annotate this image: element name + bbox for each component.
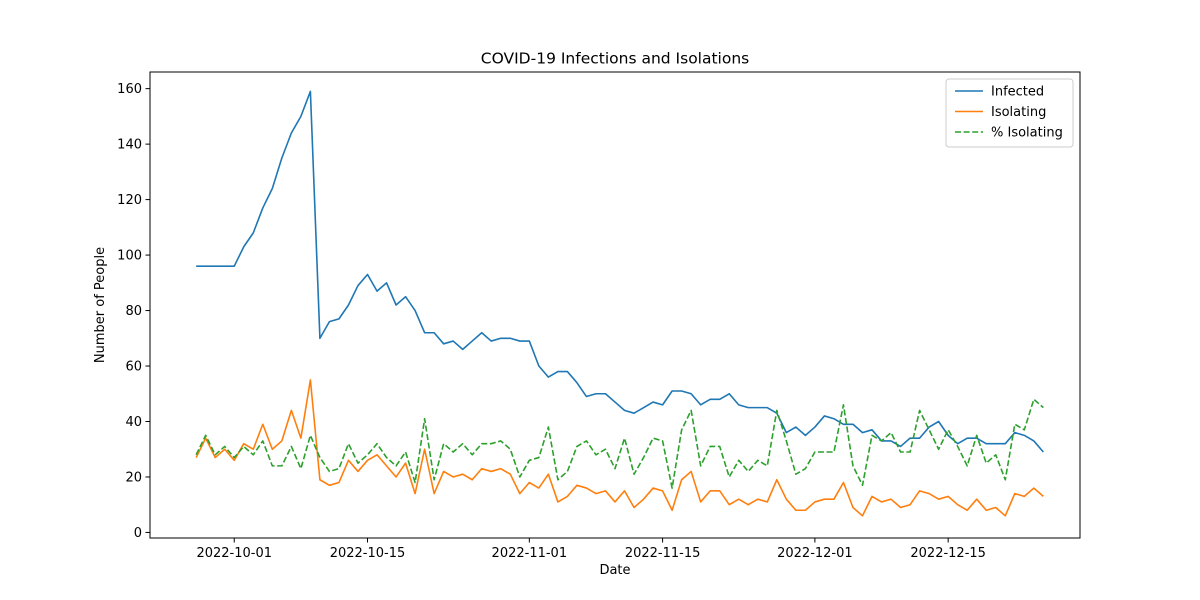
- x-tick-label: 2022-12-15: [910, 546, 986, 561]
- legend-label-0: Infected: [991, 85, 1044, 100]
- x-tick-label: 2022-10-15: [330, 546, 406, 561]
- y-tick-label: 160: [117, 82, 142, 97]
- plot-area: [195, 90, 1044, 517]
- legend-box: [945, 78, 1074, 148]
- y-tick-label: 20: [125, 470, 142, 485]
- y-tick-label: 100: [117, 249, 142, 264]
- x-axis: 2022-10-01 2022-10-15 2022-11-01 2022-11-15…: [196, 538, 986, 561]
- x-tick-label: 2022-11-15: [625, 546, 701, 561]
- y-tick-label: 40: [125, 415, 142, 430]
- y-tick-label: 120: [117, 193, 142, 208]
- x-tick-label: 2022-12-01: [777, 546, 853, 561]
- series-line-0: [196, 90, 1044, 453]
- y-tick-label: 0: [134, 526, 142, 541]
- x-axis-label: Date: [599, 563, 630, 578]
- x-tick-label: 2022-10-01: [196, 546, 272, 561]
- legend: Infected Isolating % Isolating: [945, 78, 1074, 148]
- y-tick-label: 80: [125, 304, 142, 319]
- x-tick-label: 2022-11-01: [492, 546, 568, 561]
- axes-frame: [149, 71, 1081, 539]
- series-line-1: [195, 379, 1044, 517]
- legend-label-2: % Isolating: [991, 126, 1063, 141]
- chart-title: COVID-19 Infections and Isolations: [481, 50, 750, 68]
- y-axis: 0 20 40 60 80 100 120 140 160: [117, 82, 150, 541]
- y-tick-label: 60: [125, 360, 142, 375]
- series-line-2: [195, 398, 1044, 489]
- legend-label-1: Isolating: [991, 105, 1046, 120]
- y-axis-label: Number of People: [93, 247, 108, 363]
- y-tick-label: 140: [117, 138, 142, 153]
